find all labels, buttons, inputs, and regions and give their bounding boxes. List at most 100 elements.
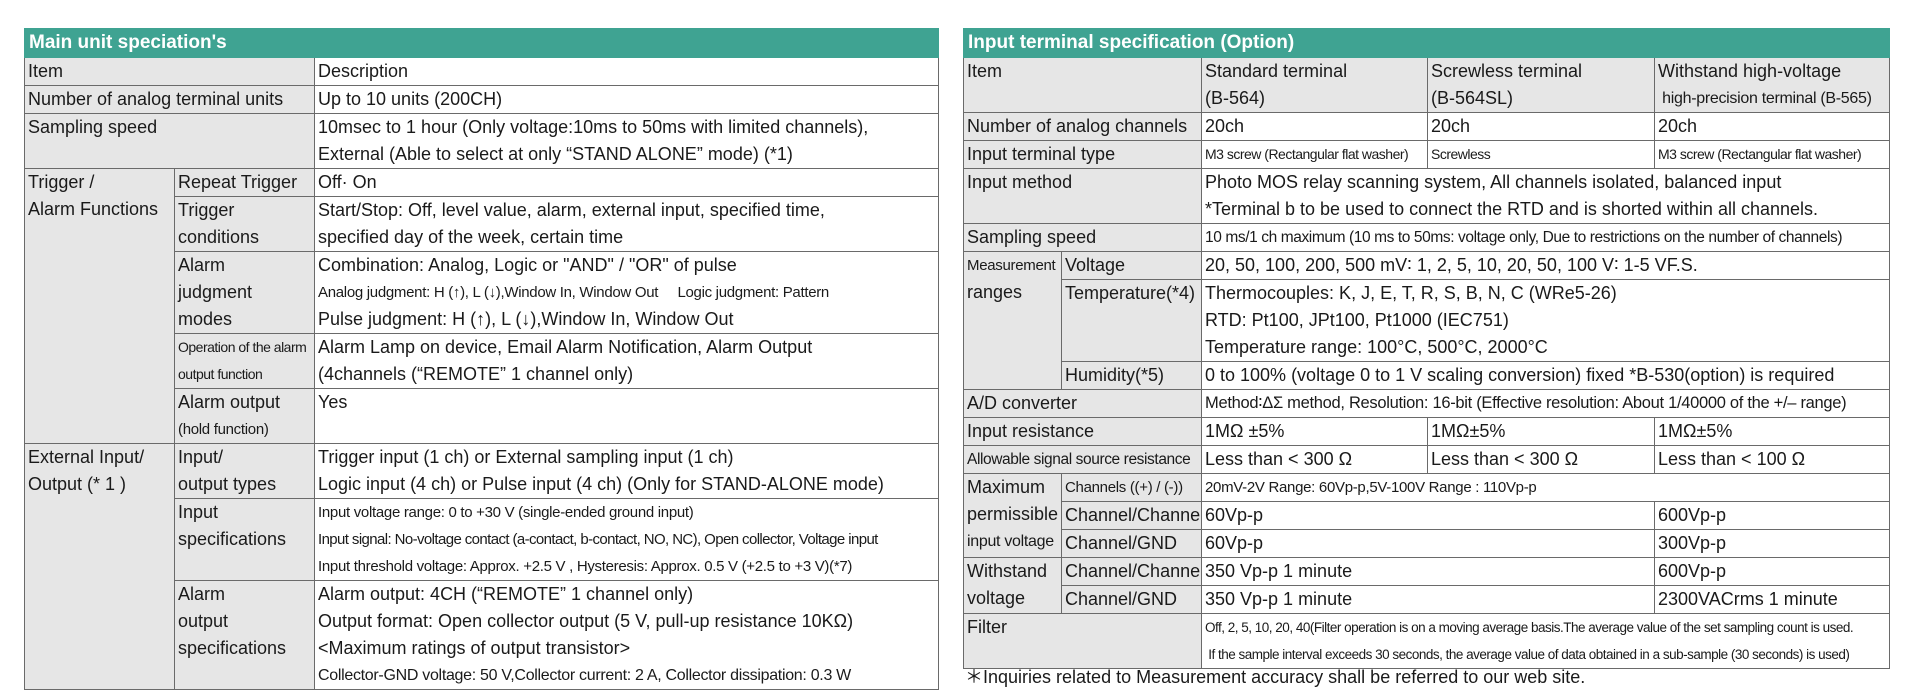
desc-line: Photo MOS relay scanning system, All cha… [1205,172,1782,192]
analog-units-desc: Up to 10 units (200CH) [313,85,940,114]
terminal-type-hv: M3 screw (Rectangular flat washer) [1653,140,1891,169]
filter-desc: Off, 2, 5, 10, 20, 40(Filter operation i… [1200,613,1891,669]
accuracy-footnote: ＊Inquiries related to Measurement accura… [965,667,1586,687]
label-line: Alarm output [178,392,281,412]
desc-line: Start/Stop: Off, level value, alarm, ext… [318,200,825,220]
input-terminal-title: Input terminal specification (Option) [962,28,1891,58]
ch-ch-std: 60Vp-p [1201,501,1655,530]
group-label-line: External Input/ [28,447,145,467]
source-resistance-label: Allowable signal source resistance [963,445,1202,474]
desc-line: Combination: Analog, Logic or "AND" / "O… [318,255,737,275]
sampling-speed-desc: 10msec to 1 hour (Only voltage:10ms to 5… [313,113,940,169]
label-line: judgment [178,282,253,302]
desc-line: Input voltage range: 0 to +30 V (single-… [318,504,694,521]
repeat-trigger-label: Repeat Trigger [174,168,315,197]
main-unit-spec-table: Main unit speciation's Item Description … [23,28,940,690]
ch-gnd-label: Channel/GND [1061,529,1202,558]
col-highvoltage-header: Withstand high-voltage high-precision te… [1653,57,1891,113]
desc-line: Alarm output: 4CH (“REMOTE” 1 channel on… [318,584,694,604]
alarm-judgment-desc: Combination: Analog, Logic or "AND" / "O… [313,251,940,334]
col-item-header: Item [24,57,315,86]
desc-line: Temperature range: 100°C, 500°C, 2000°C [1205,337,1548,357]
desc-line: Off, 2, 5, 10, 20, 40(Filter operation i… [1205,620,1854,635]
group-label-line: voltage [967,588,1026,608]
voltage-label: Voltage [1061,251,1202,280]
desc-line: <Maximum ratings of output transistor> [318,638,631,658]
group-label-line: ranges [967,282,1023,302]
sampling-speed-desc: 10 ms/1 ch maximum (10 ms to 50ms: volta… [1200,223,1891,252]
analog-units-label: Number of analog terminal units [24,85,315,114]
col-description-header: Description [313,57,940,86]
alarm-judgment-label: Alarm judgment modes [174,251,315,334]
max-input-voltage-label: Maximum permissible input voltage [963,473,1062,558]
label-line: output function [178,366,263,382]
source-resistance-std: Less than < 300 Ω [1201,445,1428,474]
ch-gnd-hv: 300Vp-p [1653,529,1891,558]
header-line: Standard terminal [1205,61,1348,81]
group-label-line: permissible [967,504,1059,524]
label-line: output types [178,474,277,494]
channels-pm-label: Channels ((+) / (-)) [1061,473,1202,502]
col-item-header: Item [963,57,1202,113]
io-types-desc: Trigger input (1 ch) or External samplin… [313,443,940,499]
input-method-desc: Photo MOS relay scanning system, All cha… [1200,168,1891,224]
input-method-label: Input method [963,168,1202,224]
alarm-output-desc: Yes [313,388,940,444]
desc-line: RTD: Pt100, JPt100, Pt1000 (IEC751) [1205,310,1509,330]
sampling-desc-line: External (Able to select at only “STAND … [318,144,793,164]
desc-line: Output format: Open collector output (5 … [318,611,854,631]
group-label-line: Maximum [967,477,1046,497]
desc-line: Pulse judgment: H (↑), L (↓),Window In, … [318,309,734,329]
desc-line: Collector-GND voltage: 50 V,Collector cu… [318,667,851,684]
alarm-output-spec-desc: Alarm output: 4CH (“REMOTE” 1 channel on… [313,580,940,690]
source-resistance-hv: Less than < 100 Ω [1653,445,1891,474]
label-line: Operation of the alarm [178,339,307,355]
ch-ch-label: Channel/Channel [1061,501,1202,530]
desc-line: Analog judgment: H (↑), L (↓),Window In,… [318,284,829,301]
temperature-desc: Thermocouples: K, J, E, T, R, S, B, N, C… [1200,279,1891,362]
desc-line: *Terminal b to be used to connect the RT… [1205,199,1819,219]
main-unit-title: Main unit speciation's [23,28,940,58]
terminal-type-scr: Screwless [1427,140,1655,169]
external-io-group-label: External Input/ Output (* 1 ) [24,443,175,690]
group-label-line: Trigger / [28,172,95,192]
label-line: Trigger [178,200,235,220]
filter-label: Filter [963,613,1202,669]
ch-ch-hv: 600Vp-p [1653,501,1891,530]
label-line: output [178,611,229,631]
desc-line: Logic input (4 ch) or Pulse input (4 ch)… [318,474,884,494]
group-label-line: Output (* 1 ) [28,474,127,494]
header-line: Withstand high-voltage [1658,61,1842,81]
label-line: specifications [178,638,287,658]
sampling-desc-line: 10msec to 1 hour (Only voltage:10ms to 5… [318,117,869,137]
ad-converter-label: A/D converter [963,389,1202,418]
terminal-type-label: Input terminal type [963,140,1202,169]
withstand-ch-ch-label: Channel/Channel [1061,557,1202,586]
desc-line: Alarm Lamp on device, Email Alarm Notifi… [318,337,813,357]
sampling-speed-label: Sampling speed [963,223,1202,252]
trigger-conditions-label: Trigger conditions [174,196,315,252]
io-types-label: Input/ output types [174,443,315,499]
terminal-type-std: M3 screw (Rectangular flat washer) [1201,140,1428,169]
desc-line: Input threshold voltage: Approx. +2.5 V … [318,558,853,575]
group-label-line: Alarm Functions [28,199,159,219]
header-line: high-precision terminal (B-565) [1658,90,1872,107]
label-line: Input/ [178,447,224,467]
desc-line: Input signal: No-voltage contact (a-cont… [318,531,878,548]
trigger-conditions-desc: Start/Stop: Off, level value, alarm, ext… [313,196,940,252]
input-resistance-label: Input resistance [963,417,1202,446]
desc-line: If the sample interval exceeds 30 second… [1205,647,1850,662]
ch-gnd-std: 60Vp-p [1201,529,1655,558]
repeat-trigger-desc: Off· On [313,168,940,197]
col-standard-header: Standard terminal (B-564) [1201,57,1428,113]
input-resistance-scr: 1MΩ±5% [1427,417,1655,446]
trigger-alarm-group-label: Trigger / Alarm Functions [24,168,175,444]
ad-converter-desc: Method∶ΔΣ method, Resolution: 16-bit (Ef… [1200,389,1891,418]
analog-channels-scr: 20ch [1427,112,1655,141]
sampling-speed-label: Sampling speed [24,113,315,169]
group-label-line: input voltage [967,533,1054,550]
alarm-output-label: Alarm output (hold function) [174,388,315,444]
label-line: (hold function) [178,421,269,438]
input-resistance-hv: 1MΩ±5% [1653,417,1891,446]
input-spec-label: Input specifications [174,498,315,581]
